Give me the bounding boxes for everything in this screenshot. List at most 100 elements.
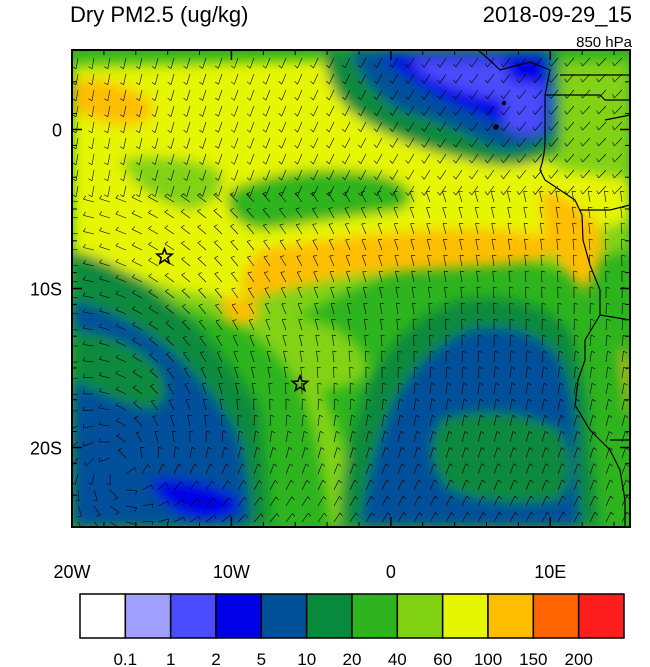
wind-barb-feather <box>135 162 140 165</box>
wind-barb <box>269 513 278 523</box>
wind-barb-feather <box>326 112 330 117</box>
wind-barb-feather <box>339 496 343 500</box>
wind-barb-feather <box>172 430 177 433</box>
wind-barb <box>381 447 386 459</box>
wind-barb <box>493 399 497 411</box>
wind-barb <box>99 326 111 331</box>
wind-barb-feather <box>120 130 124 133</box>
wind-barb <box>365 512 373 523</box>
wind-barb <box>550 73 559 83</box>
wind-barb <box>197 210 207 219</box>
wind-barb-feather <box>261 513 264 518</box>
wind-barb-feather <box>405 64 409 68</box>
wind-barb <box>476 271 479 283</box>
wind-barb-feather <box>594 495 598 499</box>
wind-barb-feather <box>421 96 425 100</box>
wind-barb-feather <box>369 447 373 451</box>
wind-barb-feather <box>72 66 77 70</box>
wind-barb-feather <box>548 62 552 67</box>
wind-barb-feather <box>72 114 77 118</box>
wind-barb <box>509 383 512 395</box>
wind-barb <box>180 195 191 203</box>
wind-barb-feather <box>559 382 564 386</box>
wind-barb <box>509 350 512 363</box>
wind-barb <box>518 185 527 195</box>
wind-barb <box>557 270 559 283</box>
wind-barb <box>492 271 495 283</box>
wind-barb <box>186 121 191 133</box>
wind-barb <box>173 516 185 523</box>
wind-barb-feather <box>428 302 433 305</box>
wind-barb-feather <box>353 447 357 451</box>
wind-barb <box>221 430 224 443</box>
wind-barb <box>202 169 207 181</box>
wind-barb-feather <box>350 382 355 385</box>
wind-barb-feather <box>453 175 457 180</box>
wind-barb-feather <box>577 463 582 467</box>
wind-barb <box>378 255 383 267</box>
wind-barb-feather <box>357 176 362 180</box>
wind-barb <box>471 73 479 84</box>
wind-barb-feather <box>387 512 391 516</box>
wind-barb-feather <box>115 258 119 263</box>
wind-barb-feather <box>561 479 566 483</box>
wind-barb <box>555 191 559 203</box>
wind-barb-feather <box>133 400 138 404</box>
wind-barb <box>91 73 95 85</box>
wind-barb-feather <box>197 498 200 503</box>
wind-barb <box>349 398 352 411</box>
wind-barb <box>180 211 191 219</box>
wind-barb-feather <box>216 335 221 337</box>
wind-barb <box>348 335 351 347</box>
colorbar-swatch <box>577 593 625 639</box>
wind-barb <box>266 351 271 363</box>
wind-barb <box>541 512 548 523</box>
wind-barb-feather <box>361 207 366 209</box>
wind-barb-feather <box>467 512 471 516</box>
wind-barb-feather <box>206 430 211 433</box>
wind-barb-feather <box>448 415 452 418</box>
wind-barb-feather <box>181 272 186 276</box>
wind-barb-feather <box>509 302 514 305</box>
wind-barb-feather <box>158 446 163 449</box>
wind-barb <box>503 121 511 131</box>
wind-barb-feather <box>322 479 326 484</box>
wind-barb <box>475 223 479 235</box>
wind-barb <box>83 215 95 219</box>
wind-barb <box>132 276 143 283</box>
wind-barb <box>397 512 404 523</box>
wind-barb <box>123 89 127 101</box>
wind-barb-feather <box>246 113 251 117</box>
wind-barb <box>149 339 159 347</box>
wind-barb <box>477 302 479 315</box>
wind-barb-feather <box>264 271 269 273</box>
wind-barb-feather <box>115 242 119 247</box>
wind-barb <box>621 367 625 379</box>
wind-barb <box>298 319 303 331</box>
wind-barb-feather <box>80 531 84 532</box>
wind-barb-feather <box>75 499 80 502</box>
wind-barb-feather <box>246 97 251 101</box>
wind-barb-feather <box>151 82 156 85</box>
wind-barb <box>316 366 319 379</box>
wind-barb-feather <box>167 82 172 85</box>
wind-barb <box>249 121 255 133</box>
wind-barb <box>234 89 239 101</box>
wind-barb-feather <box>268 382 273 385</box>
wind-barb <box>523 207 527 219</box>
wind-barb <box>297 287 303 299</box>
wind-barb-feather <box>389 128 393 132</box>
wind-barb-feather <box>389 160 393 164</box>
wind-barb-feather <box>82 308 86 313</box>
wind-barb <box>183 353 191 363</box>
wind-barb <box>413 431 418 443</box>
wind-barb <box>377 207 383 219</box>
wind-barb <box>317 415 320 427</box>
wind-barb-feather <box>256 447 261 450</box>
wind-barb <box>118 449 127 459</box>
wind-barb-feather <box>274 480 279 484</box>
wind-barb <box>413 479 419 491</box>
wind-barb <box>461 399 465 411</box>
wind-barb-feather <box>373 64 377 68</box>
wind-barb <box>279 209 287 219</box>
